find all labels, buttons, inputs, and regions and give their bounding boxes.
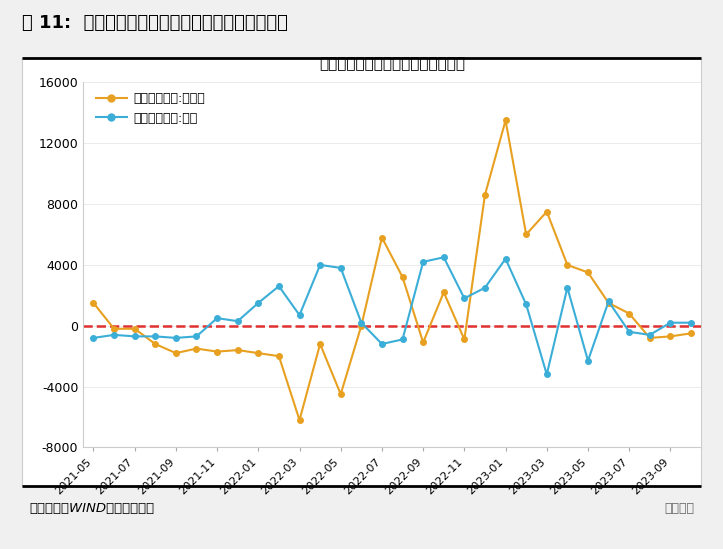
Legend: 非金融性公司:中长贷, 非金融性公司:短贷: 非金融性公司:中长贷, 非金融性公司:短贷	[95, 92, 205, 125]
非金融性公司:短贷	[234, 318, 242, 324]
非金融性公司:中长贷	[563, 261, 572, 268]
非金融性公司:中长贷	[604, 300, 613, 306]
Text: 图 11:  非金融性公司贷款：当月同比变化（亿元）: 图 11: 非金融性公司贷款：当月同比变化（亿元）	[22, 14, 288, 32]
非金融性公司:中长贷	[213, 348, 221, 355]
非金融性公司:短贷	[542, 371, 551, 378]
非金融性公司:短贷	[89, 334, 98, 341]
非金融性公司:短贷	[336, 265, 345, 271]
非金融性公司:中长贷	[110, 326, 119, 332]
非金融性公司:短贷	[110, 332, 119, 338]
非金融性公司:短贷	[646, 332, 654, 338]
非金融性公司:中长贷	[542, 209, 551, 215]
非金融性公司:短贷	[419, 259, 427, 265]
非金融性公司:短贷	[357, 320, 366, 326]
非金融性公司:短贷	[440, 254, 448, 261]
Text: 明察宏观: 明察宏观	[664, 502, 694, 516]
非金融性公司:短贷	[687, 320, 696, 326]
非金融性公司:中长贷	[687, 330, 696, 337]
非金融性公司:短贷	[481, 284, 489, 291]
非金融性公司:中长贷	[151, 341, 160, 348]
非金融性公司:短贷	[192, 333, 201, 340]
非金融性公司:中长贷	[357, 322, 366, 329]
非金融性公司:中长贷	[440, 289, 448, 295]
非金融性公司:中长贷	[89, 300, 98, 306]
非金融性公司:中长贷	[377, 234, 386, 241]
Line: 非金融性公司:短贷: 非金融性公司:短贷	[90, 255, 694, 377]
非金融性公司:中长贷	[295, 417, 304, 423]
非金融性公司:短贷	[398, 336, 407, 343]
非金融性公司:短贷	[275, 283, 283, 289]
非金融性公司:中长贷	[171, 350, 180, 356]
非金融性公司:中长贷	[234, 347, 242, 354]
非金融性公司:短贷	[522, 301, 531, 308]
非金融性公司:中长贷	[192, 345, 201, 352]
非金融性公司:短贷	[460, 295, 469, 301]
非金融性公司:短贷	[604, 298, 613, 305]
非金融性公司:短贷	[316, 261, 325, 268]
非金融性公司:中长贷	[419, 339, 427, 346]
非金融性公司:短贷	[171, 334, 180, 341]
非金融性公司:中长贷	[316, 341, 325, 348]
非金融性公司:短贷	[625, 328, 633, 335]
非金融性公司:短贷	[377, 341, 386, 348]
Title: 非金融性公司贷款同比变化（亿元）: 非金融性公司贷款同比变化（亿元）	[320, 57, 465, 71]
非金融性公司:中长贷	[625, 310, 633, 317]
非金融性公司:短贷	[295, 312, 304, 318]
非金融性公司:中长贷	[583, 269, 592, 276]
非金融性公司:中长贷	[666, 333, 675, 340]
非金融性公司:中长贷	[460, 336, 469, 343]
非金融性公司:短贷	[130, 333, 139, 340]
Line: 非金融性公司:中长贷: 非金融性公司:中长贷	[90, 117, 694, 423]
非金融性公司:中长贷	[481, 192, 489, 198]
非金融性公司:中长贷	[522, 231, 531, 238]
非金融性公司:短贷	[583, 357, 592, 364]
非金融性公司:短贷	[213, 315, 221, 321]
非金融性公司:短贷	[254, 300, 262, 306]
Text: 资料来源：WIND，财信研究院: 资料来源：WIND，财信研究院	[29, 502, 154, 516]
非金融性公司:中长贷	[275, 353, 283, 360]
非金融性公司:中长贷	[398, 274, 407, 281]
非金融性公司:短贷	[666, 320, 675, 326]
非金融性公司:中长贷	[646, 334, 654, 341]
非金融性公司:短贷	[563, 284, 572, 291]
非金融性公司:中长贷	[254, 350, 262, 356]
非金融性公司:中长贷	[130, 326, 139, 332]
非金融性公司:中长贷	[501, 117, 510, 124]
非金融性公司:中长贷	[336, 391, 345, 397]
非金融性公司:短贷	[501, 255, 510, 262]
非金融性公司:短贷	[151, 333, 160, 340]
